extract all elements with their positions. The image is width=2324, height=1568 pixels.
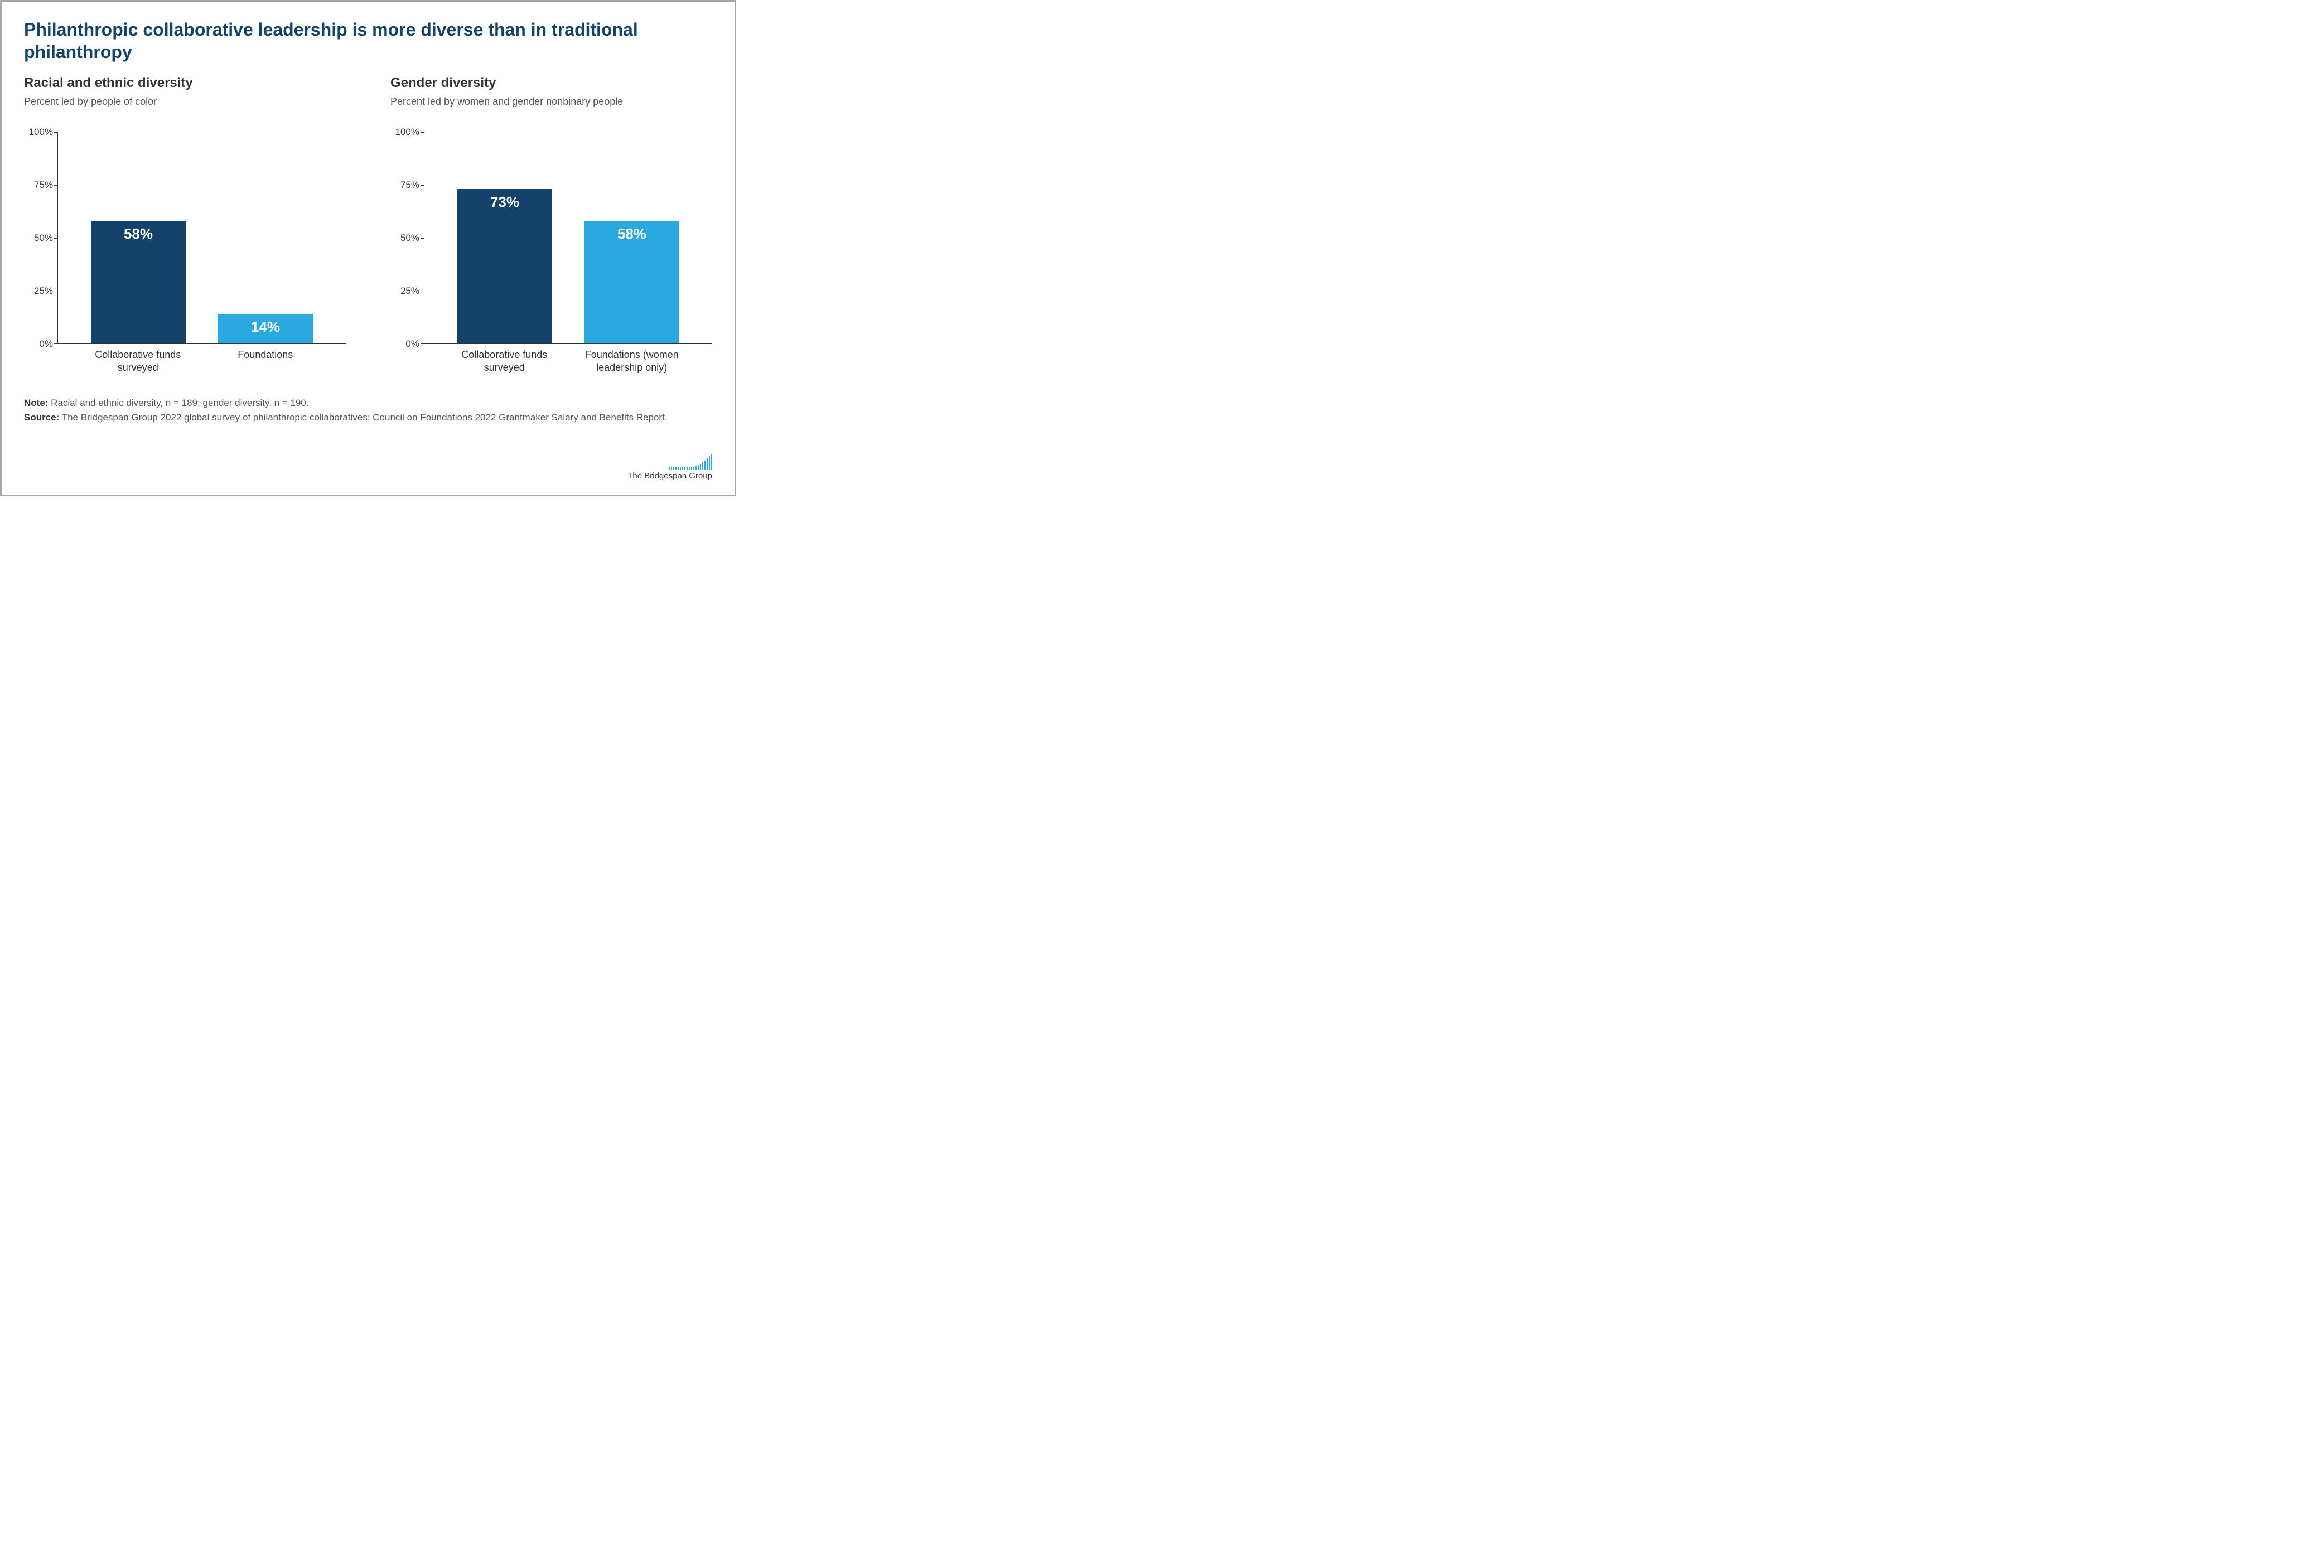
- x-axis-labels: Collaborative funds surveyed Foundations: [57, 349, 346, 374]
- bar: 14%: [218, 314, 313, 343]
- y-tick: 75%: [34, 180, 53, 191]
- y-tick: 100%: [395, 127, 419, 138]
- panel-subtitle: Percent led by women and gender nonbinar…: [390, 95, 712, 122]
- bar-collaborative: 58%: [91, 221, 186, 343]
- note-line: Note: Racial and ethnic diversity, n = 1…: [24, 396, 712, 410]
- source-line: Source: The Bridgespan Group 2022 global…: [24, 410, 712, 425]
- chart-area: 100% 75% 50% 25% 0% 73%: [390, 132, 712, 344]
- tick-mark: [54, 238, 58, 239]
- tick-mark: [421, 185, 424, 186]
- chart-panel-racial: Racial and ethnic diversity Percent led …: [24, 75, 346, 374]
- y-tick: 75%: [400, 180, 419, 191]
- tick-mark: [54, 343, 58, 345]
- bar: 58%: [584, 221, 679, 343]
- tick-mark: [421, 238, 424, 239]
- source-label: Source:: [24, 412, 59, 423]
- y-tick: 25%: [400, 285, 419, 297]
- plot-area: 58% 14%: [57, 132, 346, 344]
- y-tick: 0%: [405, 338, 419, 350]
- bar: 58%: [91, 221, 186, 343]
- bar-foundations: 14%: [218, 314, 313, 343]
- bridgespan-logo: The Bridgespan Group: [627, 453, 712, 481]
- y-tick: 50%: [400, 233, 419, 244]
- y-tick: 0%: [39, 338, 53, 350]
- bar-value-label: 73%: [457, 193, 552, 211]
- source-text: The Bridgespan Group 2022 global survey …: [59, 412, 667, 423]
- y-axis: 100% 75% 50% 25% 0%: [24, 132, 57, 344]
- main-title: Philanthropic collaborative leadership i…: [24, 18, 712, 63]
- x-label: Foundations: [218, 349, 313, 374]
- bar-collaborative: 73%: [457, 189, 552, 343]
- bar-value-label: 58%: [584, 225, 679, 243]
- y-tick: 50%: [34, 233, 53, 244]
- x-label: Collaborative funds surveyed: [90, 349, 185, 374]
- x-axis-labels: Collaborative funds surveyed Foundations…: [424, 349, 712, 374]
- logo-text: The Bridgespan Group: [627, 471, 712, 481]
- tick-mark: [54, 185, 58, 186]
- y-axis: 100% 75% 50% 25% 0%: [390, 132, 424, 344]
- x-label: Foundations (women leadership only): [584, 349, 679, 374]
- bar-value-label: 14%: [218, 318, 313, 336]
- y-tick: 100%: [29, 127, 53, 138]
- chart-frame: Philanthropic collaborative leadership i…: [0, 0, 736, 496]
- y-tick: 25%: [34, 285, 53, 297]
- panel-title: Gender diversity: [390, 75, 712, 91]
- footer-notes: Note: Racial and ethnic diversity, n = 1…: [24, 396, 712, 424]
- bar-foundations: 58%: [584, 221, 679, 343]
- note-label: Note:: [24, 398, 48, 408]
- tick-mark: [421, 343, 424, 345]
- panel-title: Racial and ethnic diversity: [24, 75, 346, 91]
- tick-mark: [421, 132, 424, 133]
- chart-area: 100% 75% 50% 25% 0% 58%: [24, 132, 346, 344]
- note-text: Racial and ethnic diversity, n = 189; ge…: [48, 398, 308, 408]
- x-label: Collaborative funds surveyed: [457, 349, 552, 374]
- bar: 73%: [457, 189, 552, 343]
- tick-mark: [54, 132, 58, 133]
- charts-row: Racial and ethnic diversity Percent led …: [24, 75, 712, 374]
- plot-area: 73% 58%: [424, 132, 712, 344]
- logo-bars-icon: [627, 453, 712, 470]
- tick-mark: [54, 291, 58, 292]
- bar-value-label: 58%: [91, 225, 186, 243]
- tick-mark: [421, 291, 424, 292]
- chart-panel-gender: Gender diversity Percent led by women an…: [390, 75, 712, 374]
- panel-subtitle: Percent led by people of color: [24, 95, 346, 122]
